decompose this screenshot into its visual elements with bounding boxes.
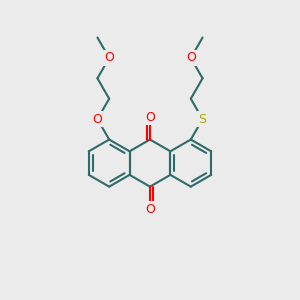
Text: O: O	[104, 51, 114, 64]
Text: O: O	[92, 112, 102, 126]
Text: O: O	[145, 202, 155, 215]
Text: O: O	[186, 51, 196, 64]
Text: S: S	[199, 112, 207, 126]
Text: O: O	[145, 111, 155, 124]
